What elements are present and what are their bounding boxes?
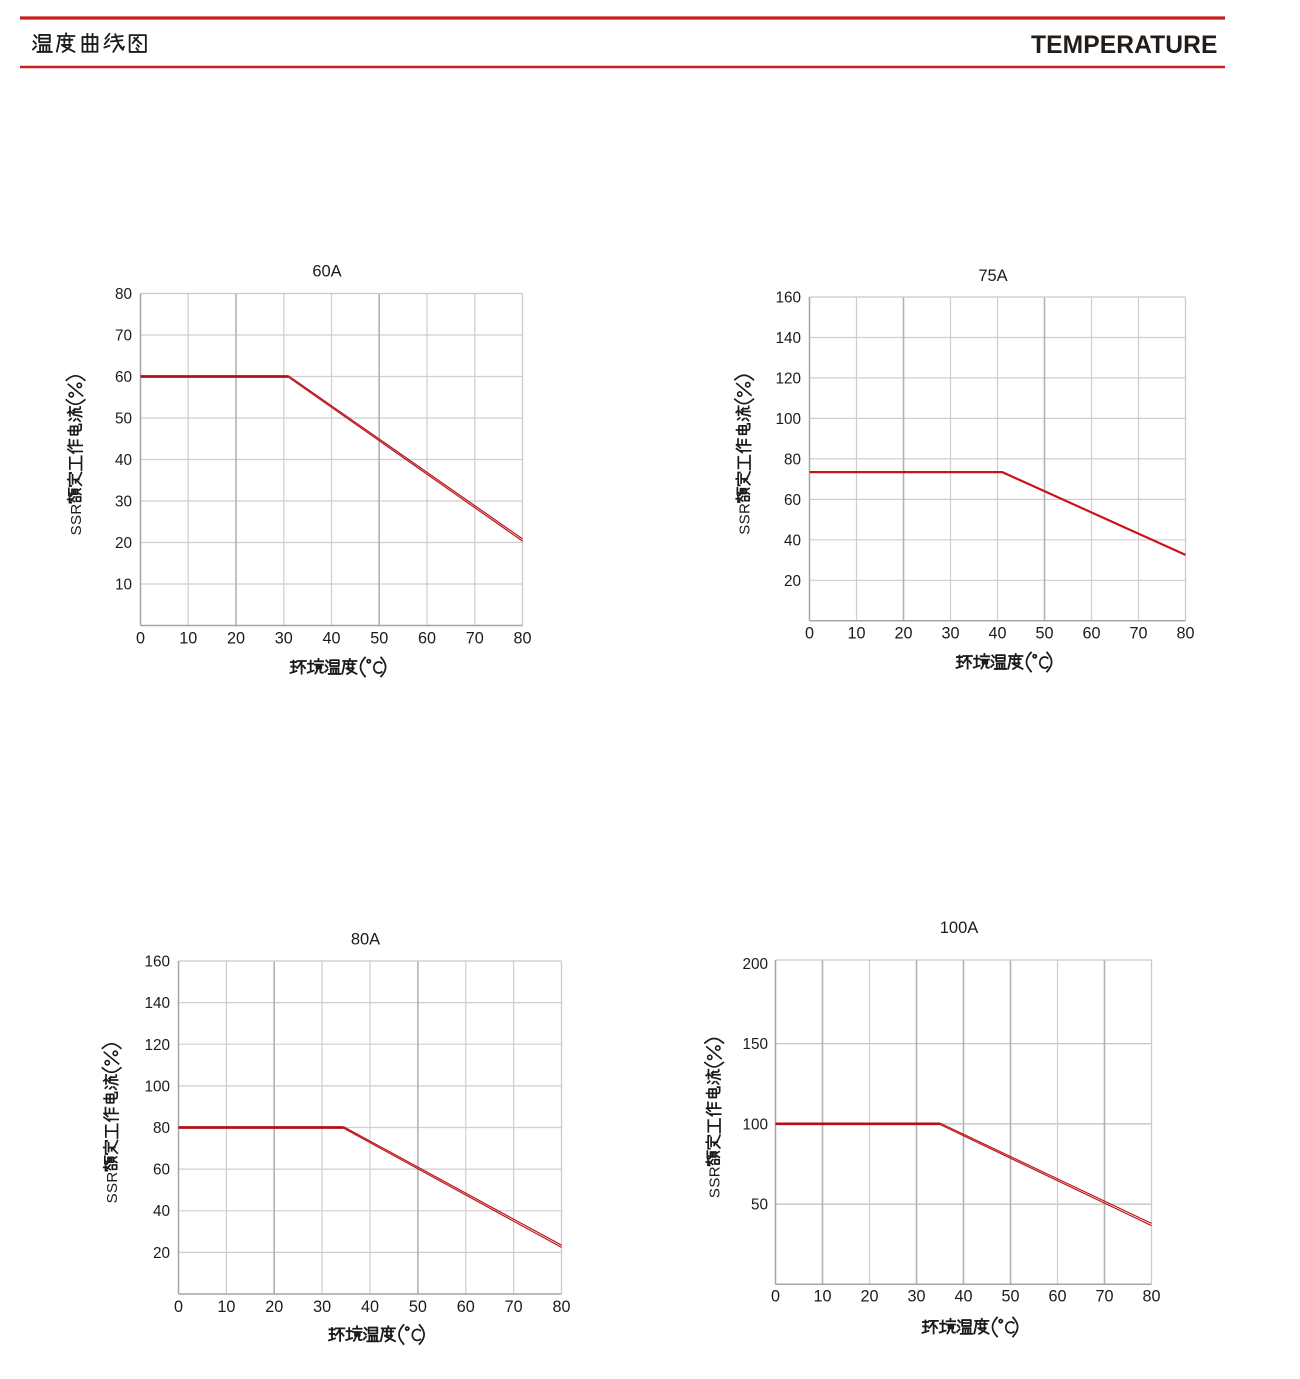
svg-text:10: 10 <box>813 1288 831 1306</box>
svg-text:60: 60 <box>153 1162 170 1179</box>
svg-text:20: 20 <box>153 1245 170 1262</box>
svg-text:60: 60 <box>784 492 801 509</box>
svg-text:40: 40 <box>115 452 132 469</box>
svg-text:SSR: SSR <box>736 503 753 535</box>
svg-text:100A: 100A <box>940 919 979 937</box>
svg-text:30: 30 <box>941 624 959 642</box>
svg-text:0: 0 <box>805 624 814 642</box>
svg-text:20: 20 <box>860 1288 878 1306</box>
svg-text:SSR: SSR <box>104 1171 121 1203</box>
svg-text:10: 10 <box>115 577 132 594</box>
svg-text:80: 80 <box>153 1120 170 1137</box>
svg-text:140: 140 <box>775 330 801 347</box>
svg-text:SSR: SSR <box>706 1166 723 1198</box>
svg-text:70: 70 <box>1129 624 1147 642</box>
svg-text:10: 10 <box>179 630 197 648</box>
svg-text:50: 50 <box>115 411 132 428</box>
svg-text:30: 30 <box>275 630 293 648</box>
svg-text:40: 40 <box>954 1288 972 1306</box>
svg-text:80: 80 <box>1142 1288 1160 1306</box>
svg-text:20: 20 <box>115 535 132 552</box>
svg-text:20: 20 <box>784 573 801 590</box>
svg-text:60: 60 <box>115 369 132 386</box>
svg-text:40: 40 <box>361 1298 379 1316</box>
svg-text:40: 40 <box>988 624 1006 642</box>
svg-text:SSR: SSR <box>68 503 85 535</box>
svg-text:20: 20 <box>227 630 245 648</box>
svg-text:120: 120 <box>775 370 801 387</box>
svg-text:0: 0 <box>174 1298 183 1316</box>
svg-text:70: 70 <box>505 1298 523 1316</box>
svg-text:50: 50 <box>370 630 388 648</box>
svg-text:100: 100 <box>742 1116 768 1133</box>
svg-text:160: 160 <box>144 954 170 971</box>
svg-text:60: 60 <box>418 630 436 648</box>
svg-text:50: 50 <box>1001 1288 1019 1306</box>
svg-text:50: 50 <box>409 1298 427 1316</box>
svg-text:80: 80 <box>784 451 801 468</box>
svg-text:0: 0 <box>136 630 145 648</box>
svg-text:60: 60 <box>1048 1288 1066 1306</box>
svg-text:0: 0 <box>771 1288 780 1306</box>
svg-text:30: 30 <box>115 494 132 511</box>
svg-text:60: 60 <box>457 1298 475 1316</box>
svg-text:30: 30 <box>907 1288 925 1306</box>
svg-text:60: 60 <box>1082 624 1100 642</box>
svg-text:50: 50 <box>751 1197 768 1214</box>
svg-text:TEMPERATURE: TEMPERATURE <box>1031 32 1217 59</box>
svg-text:70: 70 <box>466 630 484 648</box>
svg-text:80A: 80A <box>351 930 380 948</box>
svg-text:20: 20 <box>894 624 912 642</box>
svg-text:200: 200 <box>742 956 768 973</box>
svg-text:60A: 60A <box>312 262 341 280</box>
svg-text:75A: 75A <box>978 267 1007 285</box>
svg-text:40: 40 <box>153 1203 170 1220</box>
svg-text:20: 20 <box>265 1298 283 1316</box>
svg-text:10: 10 <box>847 624 865 642</box>
svg-text:140: 140 <box>144 995 170 1012</box>
svg-text:30: 30 <box>313 1298 331 1316</box>
svg-text:70: 70 <box>115 328 132 345</box>
svg-text:70: 70 <box>1095 1288 1113 1306</box>
svg-text:40: 40 <box>784 532 801 549</box>
svg-text:160: 160 <box>775 290 801 307</box>
svg-text:80: 80 <box>513 630 531 648</box>
svg-text:80: 80 <box>1176 624 1194 642</box>
svg-text:100: 100 <box>775 411 801 428</box>
svg-text:10: 10 <box>217 1298 235 1316</box>
svg-text:100: 100 <box>144 1078 170 1095</box>
svg-text:80: 80 <box>115 286 132 303</box>
svg-text:120: 120 <box>144 1037 170 1054</box>
svg-text:80: 80 <box>552 1298 570 1316</box>
svg-text:150: 150 <box>742 1036 768 1053</box>
svg-text:40: 40 <box>322 630 340 648</box>
svg-text:50: 50 <box>1035 624 1053 642</box>
